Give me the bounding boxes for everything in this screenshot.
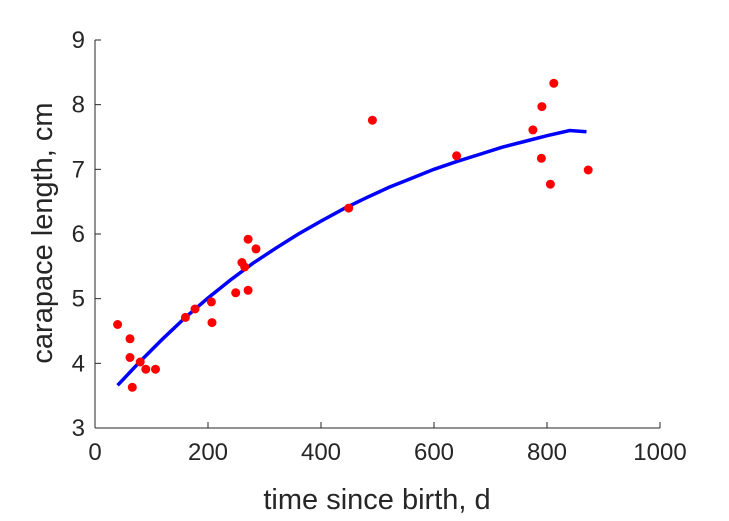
data-point <box>251 244 261 254</box>
data-point <box>537 102 547 112</box>
x-ticks: 0 200 400 600 800 1000 <box>88 422 687 466</box>
x-tick-label: 0 <box>88 439 101 466</box>
y-tick-label: 7 <box>72 156 85 183</box>
y-tick-label: 5 <box>72 286 85 313</box>
axes <box>94 40 660 429</box>
x-axis-label: time since birth, d <box>263 484 490 516</box>
data-point <box>243 234 253 244</box>
data-point <box>180 312 190 322</box>
y-tick-label: 6 <box>72 221 85 248</box>
y-tick-label: 9 <box>72 27 85 54</box>
data-point <box>125 334 135 344</box>
x-tick-label: 200 <box>188 439 228 466</box>
x-tick-label: 400 <box>301 439 341 466</box>
x-tick-label: 1000 <box>633 439 686 466</box>
fit-curve <box>116 128 587 387</box>
data-point <box>151 364 160 374</box>
data-point <box>190 304 200 314</box>
data-point <box>127 382 137 392</box>
y-tick-label: 4 <box>72 350 85 377</box>
data-point <box>231 288 241 298</box>
data-point <box>583 165 593 175</box>
data-point <box>135 357 145 367</box>
y-tick-label: 8 <box>72 92 85 119</box>
data-point <box>545 179 555 189</box>
y-tick-label: 3 <box>72 415 85 442</box>
data-point <box>206 297 216 307</box>
y-ticks: 3 4 5 6 7 8 9 <box>72 27 101 442</box>
data-point <box>113 320 123 329</box>
data-point <box>536 153 546 163</box>
data-point <box>141 364 151 374</box>
data-point <box>344 203 354 213</box>
data-point <box>207 318 217 328</box>
data-points <box>113 78 593 392</box>
data-point <box>243 285 253 295</box>
data-point <box>125 353 135 362</box>
data-point <box>452 151 462 161</box>
data-point <box>367 115 377 125</box>
x-tick-label: 600 <box>414 439 454 466</box>
data-point <box>528 125 538 135</box>
data-point <box>240 262 250 272</box>
y-axis-label: carapace length, cm <box>27 102 59 363</box>
data-point <box>549 78 559 88</box>
x-tick-label: 800 <box>527 439 567 466</box>
